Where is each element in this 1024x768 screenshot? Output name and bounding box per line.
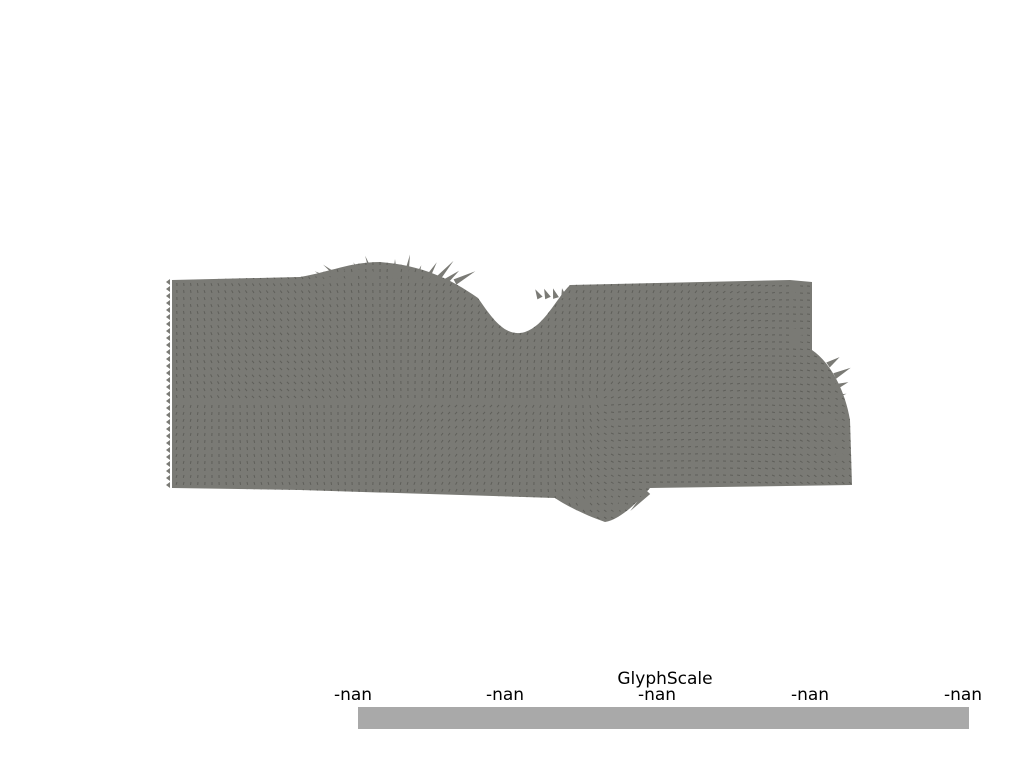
- scalar-bar-tick-label: -nan: [637, 685, 677, 705]
- scalar-bar: [358, 707, 969, 729]
- scalar-bar-tick-label: -nan: [333, 685, 373, 705]
- scalar-bar-title: GlyphScale: [617, 669, 713, 689]
- scalar-bar-tick-label: -nan: [790, 685, 830, 705]
- scalar-bar-tick-label: -nan: [943, 685, 983, 705]
- scalar-bar-tick-label: -nan: [485, 685, 525, 705]
- glyph-body: [172, 262, 852, 522]
- glyph-spikes: [166, 254, 851, 518]
